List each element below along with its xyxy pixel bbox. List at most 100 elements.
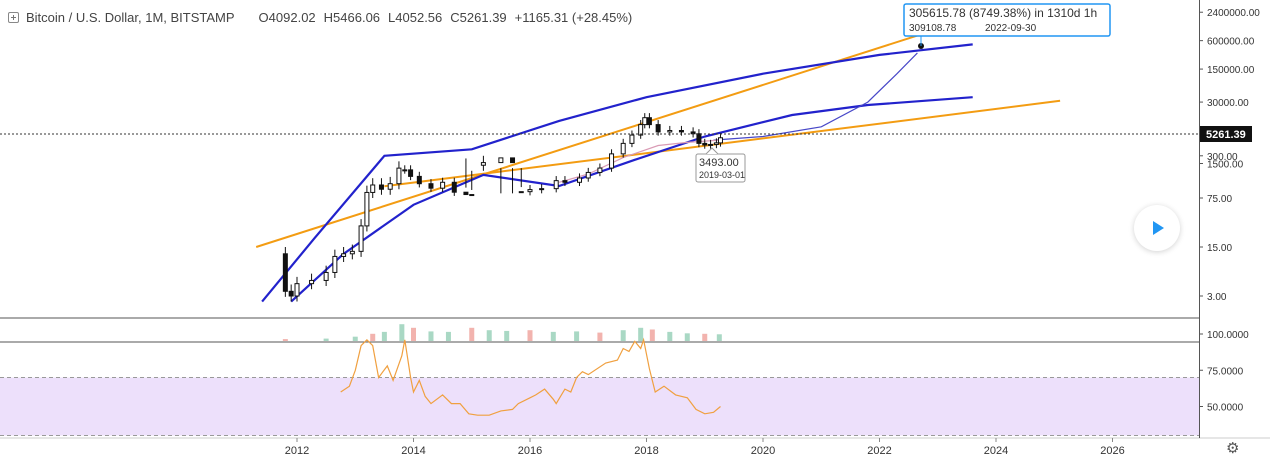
candle-body [638,124,644,136]
price-tick-label: 15.00 [1207,243,1232,254]
candle-series [282,113,723,302]
candle-body [708,143,714,146]
candle-body [358,225,364,252]
candle-body [288,290,294,297]
moving-average-line [558,139,720,183]
gear-icon[interactable]: ⚙ [1226,440,1240,457]
price-tick-label: 3.00 [1207,292,1227,303]
candle-body [323,271,329,281]
candle-body [585,171,591,179]
price-axis: 2400000.00600000.00150000.0030000.007500… [1199,8,1260,303]
volume-bar [469,327,475,341]
low-marker-date: 2019-03-01 [699,170,745,180]
volume-bar [381,331,387,341]
low-marker-box[interactable] [695,153,746,183]
volume-bar [716,334,722,341]
callout-box[interactable] [903,3,1111,37]
volume-bar [638,327,644,341]
play-icon [1153,221,1164,235]
candle-body [469,194,475,197]
open-value: O4092.02 [258,9,316,25]
volume-bar [411,327,416,341]
candle-body [629,134,635,144]
orange-lower-trendline [384,99,1061,188]
candle-body [553,180,559,190]
price-tick-label: 300.00 [1207,152,1238,163]
candle-body [282,253,288,292]
replay-play-button[interactable] [1134,205,1180,251]
rsi-tick-label: 100.0000 [1207,330,1249,341]
rsi-band [0,377,1199,436]
volume-bar [550,331,556,341]
candle-body [463,191,469,196]
candle-body [387,183,393,190]
blue-upper-curve [261,43,973,303]
volume-bar [702,333,708,341]
volume-bars [282,324,722,341]
price-tick-label: 1500.00 [1207,160,1244,171]
candle-body [498,157,504,164]
candle-body [539,188,545,191]
candle-body [655,124,661,133]
candle-body [713,142,719,145]
price-tick-label: 600000.00 [1207,37,1255,48]
volume-bar [684,333,690,341]
time-tick-label: 2026 [1100,445,1124,457]
candle-body [527,189,533,193]
volume-bar [370,333,376,341]
volume-bar [428,331,434,341]
price-tick-label: 30000.00 [1207,98,1249,109]
candle-body [667,130,673,133]
low-marker-price: 3493.00 [699,157,739,169]
callout-price: 309108.78 [909,23,957,34]
candle-body [597,167,603,173]
time-tick-label: 2020 [751,445,775,457]
candle-body [646,117,652,126]
volume-bar [667,331,673,341]
candle-body [408,169,414,177]
candle-body [349,250,355,255]
volume-bar [620,330,626,341]
trend-drawings [255,15,1061,303]
volume-bar [504,330,510,341]
symbol-legend[interactable]: Bitcoin / U.S. Dollar, 1M, BITSTAMP O409… [8,8,640,26]
low-marker-pointer [705,147,719,155]
candle-body [696,133,702,144]
change-value: +1165.31 (+28.45%) [514,9,633,25]
price-axis-last-bg [1200,126,1252,142]
volume-bar [597,332,603,341]
projection-curve [713,52,918,141]
candle-body [428,183,434,189]
candle-body [332,255,338,273]
volume-bar [352,336,358,341]
price-tick-label: 2400000.00 [1207,8,1260,19]
candle-body [480,162,486,166]
high-value: H5466.06 [323,9,381,25]
candle-body [370,184,376,193]
time-tick-label: 2016 [518,445,542,457]
candle-body [717,137,723,144]
candle-body [440,181,446,189]
low-price-marker[interactable]: 3493.00 2019-03-01 [695,147,746,183]
volume-bar [574,331,580,341]
volume-bar [323,338,329,341]
collapse-legend-icon[interactable] [8,11,19,23]
time-tick-label: 2014 [401,445,425,457]
time-tick-label: 2024 [984,445,1008,457]
rsi-tick-label: 75.0000 [1207,366,1244,377]
candle-body [620,142,626,155]
projection-callout[interactable]: 305615.78 (8749.38%) in 1310d 1h 309108.… [903,3,1111,49]
candle-body [609,153,615,169]
rsi-line [340,337,721,416]
time-axis: 2012 2014 2016 2018 2020 2022 2024 2026 [285,438,1125,457]
candle-body [341,253,347,257]
candle-body [451,181,457,193]
symbol-title: Bitcoin / U.S. Dollar, 1M, BITSTAMP [26,9,235,25]
low-value: L4052.56 [388,9,443,25]
candle-body [378,184,384,190]
candle-body [510,157,516,164]
volume-bar [486,330,492,341]
candle-body [678,130,684,133]
volume-bar [399,324,405,341]
